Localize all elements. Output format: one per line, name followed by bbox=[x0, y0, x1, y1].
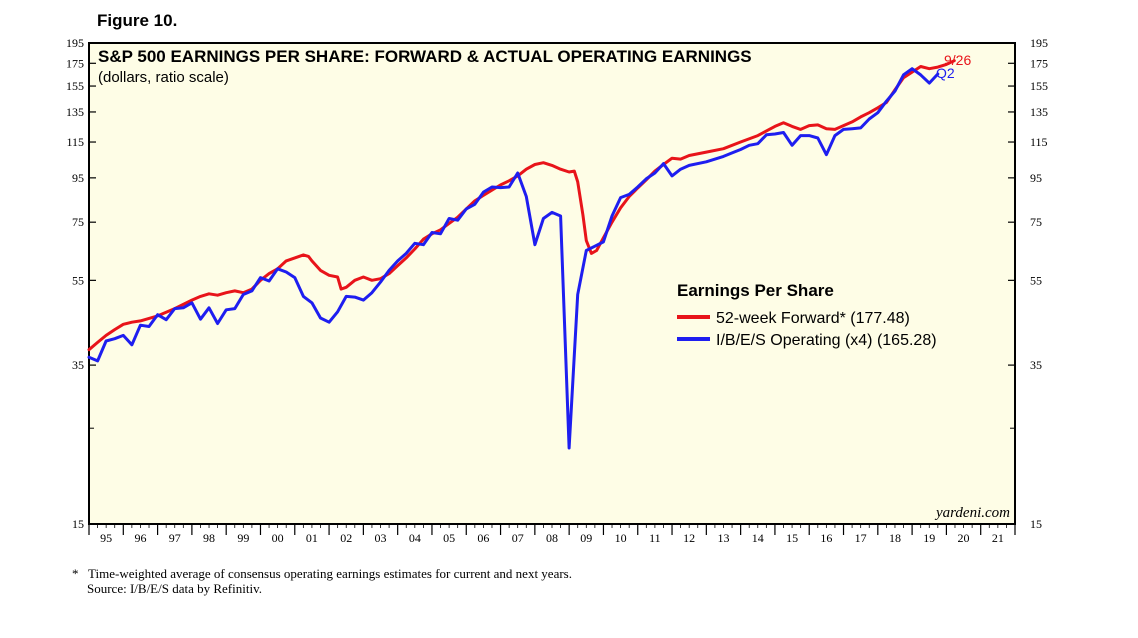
y-tick-label-right: 35 bbox=[1030, 358, 1042, 372]
chart-subtitle: (dollars, ratio scale) bbox=[98, 69, 229, 86]
x-tick-label: 14 bbox=[752, 531, 764, 545]
x-tick-label: 07 bbox=[512, 531, 524, 545]
y-tick-label-left: 95 bbox=[72, 171, 84, 185]
chart-title: S&P 500 EARNINGS PER SHARE: FORWARD & AC… bbox=[98, 47, 752, 66]
y-tick-label-right: 75 bbox=[1030, 215, 1042, 229]
y-tick-label-left: 15 bbox=[72, 517, 84, 531]
x-tick-label: 11 bbox=[649, 531, 661, 545]
x-tick-label: 99 bbox=[237, 531, 249, 545]
x-tick-label: 06 bbox=[477, 531, 489, 545]
y-tick-label-right: 155 bbox=[1030, 79, 1048, 93]
x-tick-label: 05 bbox=[443, 531, 455, 545]
x-tick-label: 09 bbox=[580, 531, 592, 545]
x-tick-label: 21 bbox=[992, 531, 1004, 545]
y-tick-label-left: 155 bbox=[66, 79, 84, 93]
chart: 195 195 175 175 155 155 135 135 115 115 95 95 75 75 55… bbox=[66, 36, 1048, 545]
x-tick-label: 17 bbox=[855, 531, 867, 545]
y-tick-label-right: 175 bbox=[1030, 56, 1048, 70]
y-tick-label-left: 75 bbox=[72, 215, 84, 229]
x-tick-label: 01 bbox=[306, 531, 318, 545]
series-line-actual bbox=[87, 67, 940, 450]
x-tick-label: 13 bbox=[717, 531, 729, 545]
x-tick-label: 96 bbox=[134, 531, 146, 545]
watermark: yardeni.com bbox=[934, 505, 1010, 521]
footnote-marker: * bbox=[72, 566, 79, 581]
x-tick-label: 00 bbox=[272, 531, 284, 545]
x-tick-label: 18 bbox=[889, 531, 901, 545]
legend-title: Earnings Per Share bbox=[677, 281, 834, 300]
x-tick-label: 95 bbox=[100, 531, 112, 545]
figure-label: Figure 10. bbox=[97, 11, 178, 30]
y-tick-label-right: 115 bbox=[1030, 135, 1048, 149]
y-tick-label-right: 195 bbox=[1030, 36, 1048, 50]
series-layer bbox=[87, 59, 956, 450]
end-label-forward: 9/26 bbox=[944, 52, 971, 68]
x-tick-label: 12 bbox=[683, 531, 695, 545]
legend-label-forward: 52-week Forward* (177.48) bbox=[716, 310, 910, 327]
footnote-text: Time-weighted average of consensus opera… bbox=[88, 566, 572, 581]
x-tick-label: 97 bbox=[169, 531, 181, 545]
y-tick-label-left: 115 bbox=[66, 135, 84, 149]
x-tick-label: 19 bbox=[923, 531, 935, 545]
x-tick-label: 10 bbox=[615, 531, 627, 545]
legend-label-actual: I/B/E/S Operating (x4) (165.28) bbox=[716, 332, 937, 349]
y-tick-label-left: 195 bbox=[66, 36, 84, 50]
axes-layer: 195 195 175 175 155 155 135 135 115 115 95 95 75 75 55… bbox=[66, 36, 1048, 545]
y-tick-label-left: 35 bbox=[72, 358, 84, 372]
y-tick-label-right: 135 bbox=[1030, 105, 1048, 119]
x-tick-label: 03 bbox=[375, 531, 387, 545]
end-label-actual: Q2 bbox=[936, 65, 955, 81]
footnote-line-1: * Time-weighted average of consensus ope… bbox=[72, 566, 572, 581]
x-tick-label: 08 bbox=[546, 531, 558, 545]
y-tick-label-left: 175 bbox=[66, 56, 84, 70]
x-tick-label: 16 bbox=[820, 531, 832, 545]
x-tick-label: 02 bbox=[340, 531, 352, 545]
x-tick-label: 15 bbox=[786, 531, 798, 545]
y-tick-label-right: 55 bbox=[1030, 273, 1042, 287]
legend: Earnings Per Share 52-week Forward* (177… bbox=[677, 281, 937, 349]
x-tick-label: 98 bbox=[203, 531, 215, 545]
x-tick-label: 04 bbox=[409, 531, 421, 545]
footnote-line-2: Source: I/B/E/S data by Refinitiv. bbox=[87, 581, 262, 596]
y-tick-label-right: 15 bbox=[1030, 517, 1042, 531]
y-tick-label-right: 95 bbox=[1030, 171, 1042, 185]
y-tick-label-left: 55 bbox=[72, 273, 84, 287]
plot-area bbox=[88, 42, 1016, 525]
x-tick-label: 20 bbox=[958, 531, 970, 545]
y-tick-label-left: 135 bbox=[66, 105, 84, 119]
footnote: * Time-weighted average of consensus ope… bbox=[72, 566, 572, 596]
